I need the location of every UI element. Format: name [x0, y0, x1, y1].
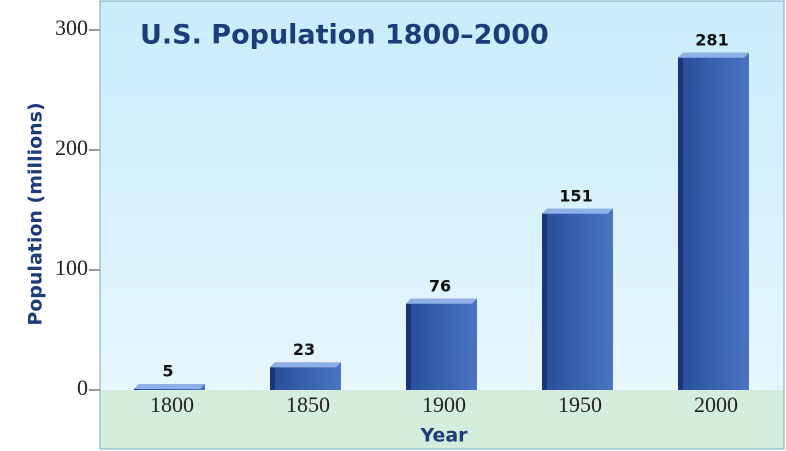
- bar: [547, 209, 613, 390]
- chart: U.S. Population 1800–2000 Population (mi…: [0, 0, 786, 451]
- data-label: 151: [559, 186, 592, 205]
- data-label: 281: [695, 30, 728, 49]
- x-axis-label: Year: [419, 425, 468, 447]
- chart-title: U.S. Population 1800–2000: [140, 20, 549, 51]
- x-tick-label: 1950: [558, 392, 602, 417]
- y-tick-label: 100: [55, 255, 88, 280]
- data-label: 76: [429, 276, 451, 295]
- bar: [411, 299, 477, 390]
- x-tick-label: 1850: [286, 392, 330, 417]
- y-tick-label: 0: [77, 375, 88, 400]
- bar-side: [542, 209, 547, 390]
- y-axis-label: Population (millions): [25, 102, 47, 325]
- bar-top: [406, 299, 477, 304]
- bar-top: [542, 209, 613, 214]
- bar-top: [134, 384, 205, 389]
- x-tick-label: 1900: [422, 392, 466, 417]
- bar-side: [678, 53, 683, 390]
- bar-top: [270, 362, 341, 367]
- data-label: 5: [162, 362, 173, 381]
- y-tick-label: 200: [55, 135, 88, 160]
- bar: [683, 53, 749, 390]
- x-tick-label: 2000: [694, 392, 738, 417]
- y-tick-label: 300: [55, 15, 88, 40]
- bar-top: [678, 53, 749, 58]
- bar-side: [406, 299, 411, 390]
- data-label: 23: [293, 340, 315, 359]
- x-tick-label: 1800: [150, 392, 194, 417]
